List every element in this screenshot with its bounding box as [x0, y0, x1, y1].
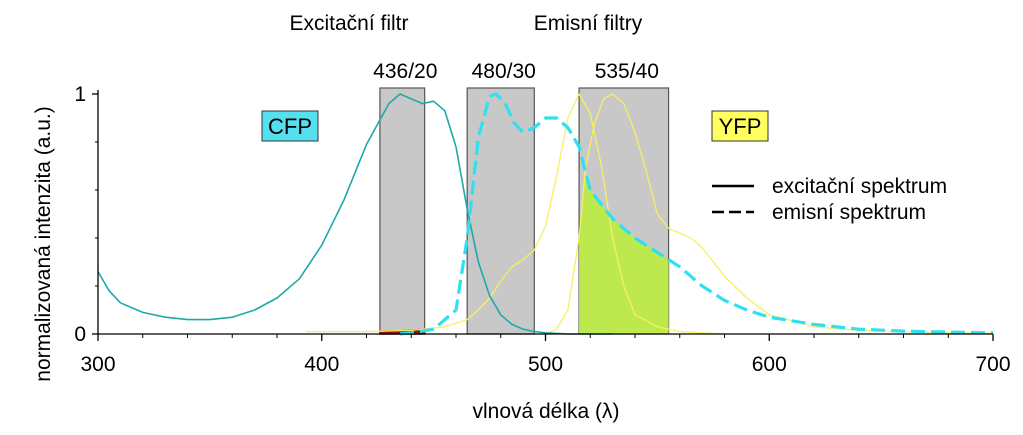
filter-label: 535/40 [595, 60, 659, 83]
x-tick-label: 300 [80, 353, 115, 376]
axes: 0 1 300 400 500 600 700 vlnová délka (λ) normali… [32, 83, 1011, 423]
protein-label-cfp: CFP [268, 114, 312, 139]
protein-box-cfp [261, 110, 319, 142]
x-axis-label: vlnová délka (λ) [472, 400, 619, 423]
emission-filters-heading: Emisní filtry [534, 12, 643, 35]
filter-label: 436/20 [373, 60, 437, 83]
x-tick-label: 700 [975, 353, 1010, 376]
y-tick-label: 1 [74, 83, 86, 106]
x-tick-label: 500 [528, 353, 563, 376]
overlap-fill-green [579, 172, 669, 334]
x-tick-label: 600 [752, 353, 787, 376]
excitation-filter-heading: Excitační filtr [289, 12, 408, 35]
filter-band-436-20 [379, 87, 426, 335]
spectra-series [97, 92, 994, 336]
protein-label-yfp: YFP [719, 114, 762, 139]
series-yfp-excitation [306, 93, 725, 335]
series-yfp-emission [545, 93, 994, 335]
x-tick-label: 400 [304, 353, 339, 376]
legend: excitační spektrum emisní spektrum [712, 175, 947, 224]
protein-box-yfp [711, 110, 769, 142]
series-cfp-emission [399, 92, 994, 336]
legend-label: emisní spektrum [772, 201, 926, 224]
y-axis-label: normalizovaná intenzita (a.u.) [32, 106, 55, 381]
annotations: 436/20 480/30 535/40 Excitační filtr Emisní … [261, 12, 769, 142]
filter-band-480-30 [466, 87, 535, 335]
series-cfp-excitation [97, 93, 613, 335]
y-tick-label: 0 [74, 323, 86, 346]
legend-label: excitační spektrum [772, 175, 947, 198]
filter-label: 480/30 [472, 60, 536, 83]
filter-bands [379, 87, 670, 335]
